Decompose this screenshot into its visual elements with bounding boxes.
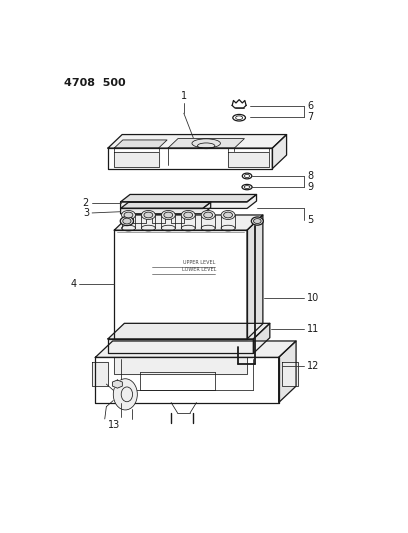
Text: 10: 10: [307, 293, 319, 303]
Polygon shape: [114, 152, 158, 166]
Polygon shape: [282, 361, 297, 386]
Text: 8: 8: [307, 171, 313, 181]
Ellipse shape: [204, 212, 213, 218]
Text: LOWER LEVEL: LOWER LEVEL: [182, 267, 217, 272]
Text: 4: 4: [70, 279, 76, 288]
Polygon shape: [121, 202, 211, 214]
Text: 4708  500: 4708 500: [64, 78, 125, 88]
Text: UPPER LEVEL: UPPER LEVEL: [184, 260, 216, 265]
Polygon shape: [108, 339, 253, 353]
Polygon shape: [95, 358, 279, 402]
Ellipse shape: [184, 212, 193, 218]
Text: 11: 11: [307, 324, 319, 334]
Text: 2: 2: [83, 198, 89, 208]
Polygon shape: [152, 214, 165, 223]
Polygon shape: [95, 341, 296, 358]
Ellipse shape: [233, 115, 246, 121]
Polygon shape: [121, 202, 211, 208]
Polygon shape: [253, 324, 270, 353]
Ellipse shape: [224, 212, 233, 218]
Polygon shape: [133, 214, 146, 223]
Polygon shape: [114, 215, 263, 230]
Ellipse shape: [242, 184, 252, 190]
Polygon shape: [114, 140, 167, 148]
Polygon shape: [92, 361, 108, 386]
Circle shape: [113, 379, 137, 410]
Polygon shape: [279, 341, 296, 402]
Text: 12: 12: [307, 361, 319, 370]
Polygon shape: [108, 134, 286, 148]
Text: 5: 5: [307, 215, 313, 225]
Text: 13: 13: [108, 420, 120, 430]
Ellipse shape: [124, 212, 133, 218]
Polygon shape: [171, 214, 184, 223]
Polygon shape: [114, 358, 247, 374]
Polygon shape: [108, 148, 273, 168]
Ellipse shape: [221, 211, 235, 220]
Polygon shape: [108, 324, 270, 339]
Ellipse shape: [161, 211, 175, 220]
Ellipse shape: [123, 218, 131, 224]
Polygon shape: [273, 134, 286, 168]
Polygon shape: [113, 380, 122, 388]
Ellipse shape: [122, 211, 135, 220]
Polygon shape: [121, 195, 257, 202]
Polygon shape: [114, 230, 247, 339]
Ellipse shape: [120, 216, 133, 225]
Ellipse shape: [164, 212, 173, 218]
Polygon shape: [121, 195, 257, 208]
Text: 1: 1: [181, 91, 187, 101]
Text: 6: 6: [307, 101, 313, 111]
Polygon shape: [228, 152, 269, 166]
Ellipse shape: [181, 211, 195, 220]
Text: 7: 7: [307, 112, 313, 122]
Ellipse shape: [242, 173, 252, 179]
Ellipse shape: [251, 217, 263, 225]
Ellipse shape: [201, 211, 215, 220]
Text: 3: 3: [83, 208, 89, 218]
Ellipse shape: [253, 219, 261, 223]
Text: 9: 9: [307, 182, 313, 192]
Ellipse shape: [142, 211, 155, 220]
Polygon shape: [168, 139, 244, 148]
Ellipse shape: [144, 212, 153, 218]
Polygon shape: [247, 215, 263, 339]
